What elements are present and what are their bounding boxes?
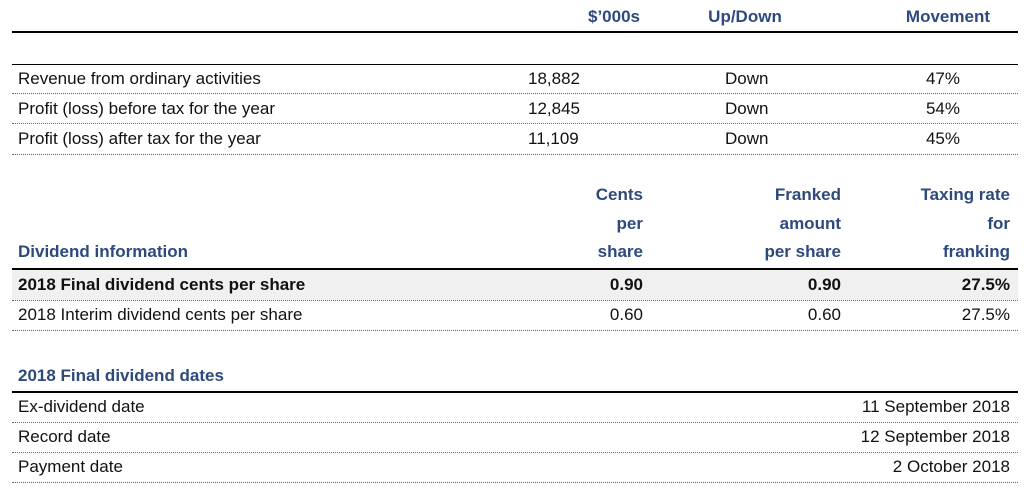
row-divider [12,482,1018,483]
row-direction: Down [725,69,769,88]
highlighted-row-bg [12,270,1018,300]
row-divider [12,452,1018,453]
rate-header-line1: Taxing rate [920,185,1010,204]
row-label: Revenue from ordinary activities [18,69,261,88]
row-label: Profit (loss) before tax for the year [18,99,275,118]
dividend-section-title: Dividend information [18,242,188,261]
row-franked: 0.60 [807,305,841,324]
row-rate: 27.5% [961,305,1010,324]
cents-header-line2: per [616,214,643,233]
franked-header-line1: Franked [774,185,841,204]
cents-header-line3: share [597,242,643,261]
amount-header: $’000s [588,7,640,26]
dates-header-rule [12,391,1018,393]
row-amount: 12,845 [528,99,580,118]
row-divider [12,93,1018,94]
date-value: 2 October 2018 [892,457,1010,476]
row-label: 2018 Interim dividend cents per share [18,305,303,324]
movement-header: Movement [905,7,990,26]
row-amount: 11,109 [528,129,579,148]
row-movement: 45% [925,129,960,148]
cents-header-line1: Cents [595,185,643,204]
row-divider [12,123,1018,124]
row-rate: 27.5% [961,275,1010,294]
dates-section-title: 2018 Final dividend dates [18,366,224,385]
rate-header-line3: franking [942,242,1010,261]
row-label: 2018 Final dividend cents per share [18,275,306,294]
row-divider [12,300,1018,301]
rate-header-line2: for [987,214,1010,233]
row-divider [12,330,1018,331]
row-amount: 18,882 [528,69,580,88]
row-divider [12,154,1018,155]
row-cents: 0.60 [609,305,643,324]
date-value: 11 September 2018 [861,397,1010,416]
row-label: Profit (loss) after tax for the year [18,129,261,148]
franked-header-line2: amount [779,214,841,233]
franked-header-line3: per share [764,242,841,261]
row-franked: 0.90 [807,275,841,294]
results-top-rule [12,64,1018,65]
row-direction: Down [725,99,769,118]
date-label: Ex-dividend date [18,397,145,416]
direction-header: Up/Down [708,7,782,26]
date-label: Payment date [18,457,123,476]
date-value: 12 September 2018 [860,427,1010,446]
row-divider [12,422,1018,423]
row-direction: Down [725,129,769,148]
row-movement: 47% [925,69,960,88]
row-cents: 0.90 [609,275,643,294]
header-rule [12,31,1018,33]
date-label: Record date [18,427,111,446]
dividend-header-rule [12,268,1018,270]
row-movement: 54% [925,99,960,118]
